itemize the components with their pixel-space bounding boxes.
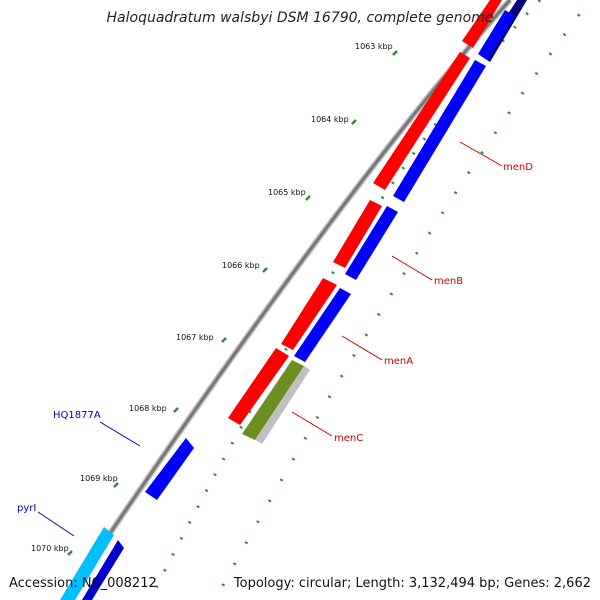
gene-menD-fwd — [373, 52, 470, 190]
gene-menB-fwd — [333, 200, 382, 268]
gene-label-menD[interactable]: menD — [503, 162, 533, 173]
forward-strand-genes — [228, 0, 502, 425]
tick-label-1063: 1063 kbp — [355, 42, 393, 51]
gene-menA-fwd — [281, 278, 337, 350]
gene-menC-rev-shadow — [255, 366, 310, 444]
topology-text: Topology: circular; Length: 3,132,494 bp… — [233, 576, 591, 591]
gene-blue-top — [478, 10, 515, 60]
gene-red-top — [462, 0, 502, 48]
gene-menC-fwd — [228, 348, 289, 425]
label-leaders — [37, 141, 503, 537]
gene-label-pyrI[interactable]: pyrI — [17, 503, 36, 514]
gene-label-menC[interactable]: menC — [334, 433, 363, 444]
accession-text: Accession: NC_008212 — [9, 576, 157, 591]
tick-marks — [67, 50, 398, 556]
tick-label-1070: 1070 kbp — [31, 544, 69, 553]
tick-label-1066: 1066 kbp — [222, 261, 260, 270]
gene-menC-rev — [242, 360, 304, 440]
gene-label-menB[interactable]: menB — [434, 276, 463, 287]
genome-title: Haloquadratum walsbyi DSM 16790, complet… — [107, 10, 494, 26]
gene-pyrI-a — [60, 527, 114, 600]
gc-dotted-track-outer — [148, 0, 542, 600]
tick-label-1065: 1065 kbp — [268, 188, 306, 197]
gene-HQ1877A — [145, 438, 194, 500]
gene-label-menA[interactable]: menA — [384, 356, 413, 367]
gene-label-HQ1877A[interactable]: HQ1877A — [53, 410, 101, 421]
tick-label-1067: 1067 kbp — [176, 333, 214, 342]
tick-label-1069: 1069 kbp — [80, 474, 118, 483]
gene-menB-rev — [345, 206, 398, 280]
gene-menD-rev — [393, 60, 486, 202]
gene-pyrI-b — [82, 540, 124, 600]
gene-menA-rev — [294, 288, 351, 362]
gc-dotted-track-inner — [213, 0, 592, 600]
reverse-strand-genes — [60, 0, 527, 600]
tick-label-1068: 1068 kbp — [129, 404, 167, 413]
tick-label-1064: 1064 kbp — [311, 115, 349, 124]
